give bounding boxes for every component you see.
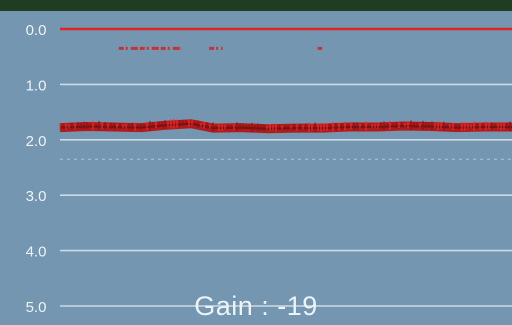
y-tick-label: 0.0	[26, 22, 47, 39]
gain-text: Gain : -19	[194, 291, 318, 321]
y-tick-label: 2.0	[26, 133, 47, 150]
y-tick-label: 4.0	[26, 244, 47, 261]
y-tick-label: 5.0	[26, 299, 47, 316]
gain-readout: Gain : -19	[0, 287, 512, 325]
y-tick-label: 3.0	[26, 188, 47, 205]
top-status-bar	[0, 0, 512, 11]
y-tick-label: 1.0	[26, 77, 47, 94]
